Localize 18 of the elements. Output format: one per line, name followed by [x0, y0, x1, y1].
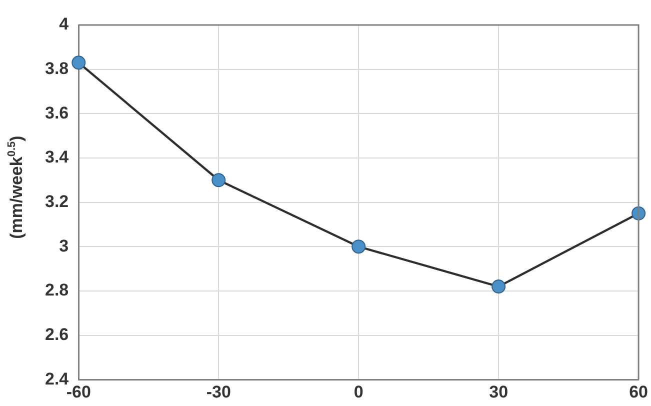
x-tick-label: 60 — [629, 382, 648, 402]
y-tick-label: 2.4 — [44, 369, 70, 388]
x-tick-label: 30 — [489, 382, 508, 402]
y-tick-label: 2.6 — [44, 324, 69, 344]
point — [72, 56, 86, 70]
point — [212, 173, 226, 188]
y-tick-label: 4 — [59, 14, 70, 34]
y-tick-label: 3.6 — [44, 103, 69, 122]
y-axis-title: (mm/week0.5) — [6, 136, 26, 239]
y-tick-label: 3 — [59, 236, 69, 256]
y-tick-label: 3.4 — [44, 148, 70, 167]
point — [492, 280, 506, 294]
point — [352, 240, 366, 254]
y-tick-label: 2.8 — [44, 280, 69, 300]
x-tick-label: -30 — [206, 382, 231, 402]
y-tick-label: 3.2 — [44, 192, 69, 211]
x-tick-label: 0 — [354, 382, 364, 402]
y-tick-label: 3.8 — [44, 59, 69, 78]
